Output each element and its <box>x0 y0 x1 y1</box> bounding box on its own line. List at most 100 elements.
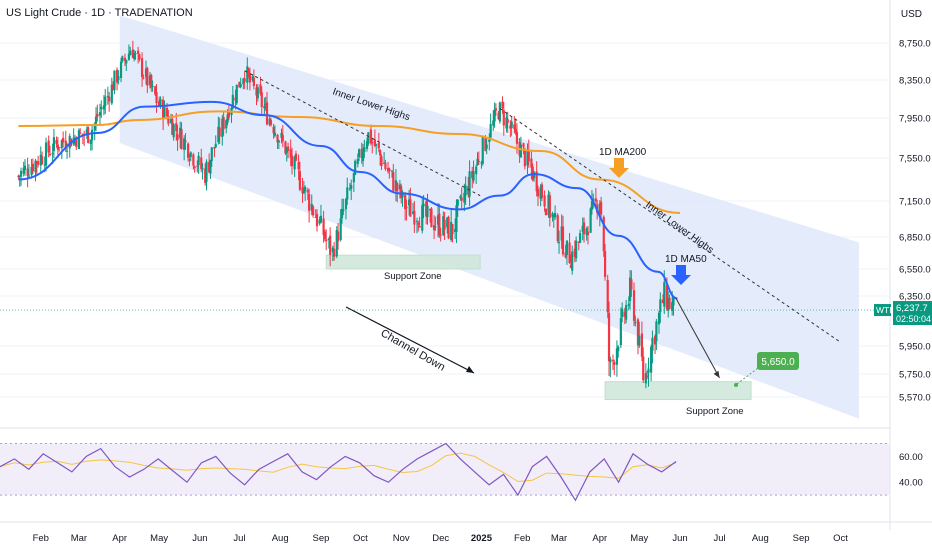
price-tick-label: 6,850.0 <box>899 233 931 244</box>
candle-body <box>636 319 640 346</box>
candle-body <box>575 240 578 259</box>
candle-body <box>342 209 345 212</box>
time-tick-label: Jul <box>233 533 245 544</box>
candle-body <box>306 190 309 193</box>
currency-label: USD <box>900 9 922 20</box>
candle-body <box>463 192 466 203</box>
rsi-ma-line <box>0 452 677 483</box>
candle-body <box>561 226 565 255</box>
candle-body <box>93 123 96 131</box>
candle-body <box>356 158 359 164</box>
candle-body <box>386 168 390 172</box>
candle-body <box>48 153 52 155</box>
candle-body <box>23 165 27 170</box>
candle-body <box>247 69 250 75</box>
candle-body <box>201 168 204 170</box>
candle-body <box>502 110 505 126</box>
candle-body <box>77 130 81 149</box>
time-tick-label: Nov <box>393 533 410 544</box>
time-tick-label: Jul <box>713 533 725 544</box>
candle-body <box>222 117 225 130</box>
candle-body <box>510 121 513 128</box>
candle-body <box>400 186 403 199</box>
candle-body <box>285 148 288 153</box>
time-tick-label: May <box>150 533 168 544</box>
candle-body <box>446 217 449 228</box>
candle-body <box>214 143 217 148</box>
candle-body <box>180 128 183 149</box>
time-tick-label: Mar <box>71 533 87 544</box>
candle-body <box>196 165 199 167</box>
rsi-tick-label: 60.00 <box>899 452 923 463</box>
candle-body <box>318 219 321 224</box>
candle-body <box>602 216 605 252</box>
candle-body <box>43 164 46 166</box>
candle-body <box>657 312 661 325</box>
candle-body <box>668 297 671 309</box>
candle-body <box>611 360 615 362</box>
candle-body <box>361 152 365 161</box>
candle-body <box>148 75 152 86</box>
candle-body <box>286 146 290 151</box>
candle-body <box>425 201 428 217</box>
candle-body <box>26 168 29 176</box>
candle-body <box>158 101 161 106</box>
candle-body <box>119 61 123 78</box>
candle-body <box>426 205 429 218</box>
candle-body <box>392 172 395 191</box>
candle-body <box>578 233 582 243</box>
channel-down-label: Channel Down <box>379 327 447 373</box>
candle-body <box>193 166 196 168</box>
candle-body <box>335 230 338 257</box>
target-box <box>757 352 799 370</box>
candle-body <box>64 140 67 150</box>
candle-body <box>100 107 103 110</box>
candle-body <box>197 155 200 166</box>
candle-body <box>497 112 500 120</box>
candle-body <box>492 120 495 126</box>
candle-body <box>315 213 319 227</box>
candle-body <box>632 290 636 321</box>
candle-body <box>369 129 373 144</box>
candle-body <box>323 231 327 240</box>
candle-body <box>489 123 492 138</box>
candle-body <box>192 154 195 166</box>
candle-body <box>634 322 637 324</box>
candle-body <box>112 84 115 91</box>
projection-arrow-icon <box>713 370 720 378</box>
candle-body <box>340 208 344 219</box>
candle-body <box>363 147 366 153</box>
candle-body <box>581 225 584 232</box>
candle-body <box>17 175 20 177</box>
candle-body <box>405 206 408 209</box>
time-tick-label: Feb <box>33 533 49 544</box>
price-tick-label: 8,750.0 <box>899 39 931 50</box>
candle-body <box>609 359 612 363</box>
candle-body <box>104 96 107 106</box>
candle-body <box>582 222 586 235</box>
candle-body <box>125 60 128 64</box>
candle-body <box>205 161 208 182</box>
candle-body <box>294 153 298 161</box>
candle-body <box>379 150 382 156</box>
candle-body <box>96 113 99 117</box>
candle-body <box>256 87 259 99</box>
candle-body <box>659 299 662 312</box>
time-tick-label: Oct <box>833 533 848 544</box>
candle-body <box>494 108 498 111</box>
candle-body <box>272 126 275 134</box>
candle-body <box>434 226 437 228</box>
ma50-line <box>18 100 678 300</box>
candle-body <box>509 125 512 129</box>
candle-body <box>527 149 530 162</box>
candle-body <box>277 140 280 143</box>
candle-body <box>238 81 241 88</box>
candle-body <box>273 132 277 136</box>
candle-body <box>314 216 317 218</box>
candle-body <box>590 200 594 210</box>
candle-body <box>380 156 383 167</box>
candle-body <box>544 208 547 216</box>
candle-body <box>27 175 31 177</box>
candle-body <box>371 142 374 144</box>
candle-body <box>208 161 211 173</box>
